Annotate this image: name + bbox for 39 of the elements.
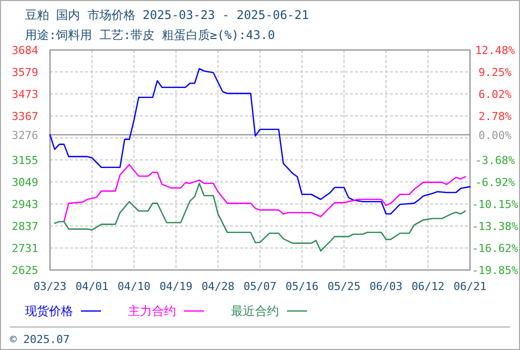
y-tick-label: 2943 <box>12 198 38 211</box>
x-tick-label: 04/28 <box>201 280 235 293</box>
x-tick-label: 04/10 <box>117 280 151 293</box>
y2-tick-label: -3.68% <box>475 154 516 167</box>
y2-tick-label: 0.00% <box>478 128 512 142</box>
legend-label: 现货价格 <box>25 304 73 318</box>
y-tick-label: 2731 <box>12 242 38 255</box>
y-tick-label: 3684 <box>12 44 39 57</box>
x-tick-label: 04/19 <box>159 280 193 293</box>
y2-tick-label: -13.38% <box>472 220 519 233</box>
y2-tick-label: -10.15% <box>472 198 519 211</box>
y-tick-label: 2837 <box>12 220 38 233</box>
x-tick-label: 05/25 <box>327 280 361 293</box>
x-tick-label: 05/07 <box>243 280 277 293</box>
x-tick-label: 05/16 <box>285 280 319 293</box>
x-tick-label: 06/12 <box>411 280 445 293</box>
y2-tick-label: -19.85% <box>472 264 519 277</box>
x-tick-label: 04/01 <box>75 280 109 293</box>
y-tick-label: 2625 <box>12 264 38 277</box>
y-tick-label: 3049 <box>12 176 38 189</box>
y-tick-label: 3155 <box>12 154 38 167</box>
x-tick-label: 06/21 <box>453 280 487 293</box>
y-tick-label: 3473 <box>12 88 38 101</box>
text: © 2025.07 <box>10 333 70 346</box>
chart-subtitle: 用途:饲料用 工艺:带皮 粗蛋白质≥(%):43.0 <box>25 28 275 42</box>
chart-title: 豆粕 国内 市场价格 2025-03-23 - 2025-06-21 <box>25 8 309 22</box>
y-tick-label: 3276 <box>12 128 38 142</box>
y2-tick-label: 12.48% <box>475 44 516 57</box>
y2-tick-label: 6.02% <box>478 88 512 101</box>
y-tick-label: 3367 <box>12 110 38 123</box>
x-tick-label: 06/03 <box>369 280 403 293</box>
legend-label: 最近合约 <box>231 304 279 318</box>
y2-tick-label: -6.92% <box>475 176 516 190</box>
y2-tick-label: -16.62% <box>472 242 519 256</box>
y2-tick-label: 2.78% <box>478 110 512 124</box>
y2-tick-label: 9.25% <box>478 66 512 79</box>
x-tick-label: 03/23 <box>33 280 67 293</box>
y-tick-label: 3579 <box>12 66 38 79</box>
legend-label: 主力合约 <box>128 304 176 318</box>
